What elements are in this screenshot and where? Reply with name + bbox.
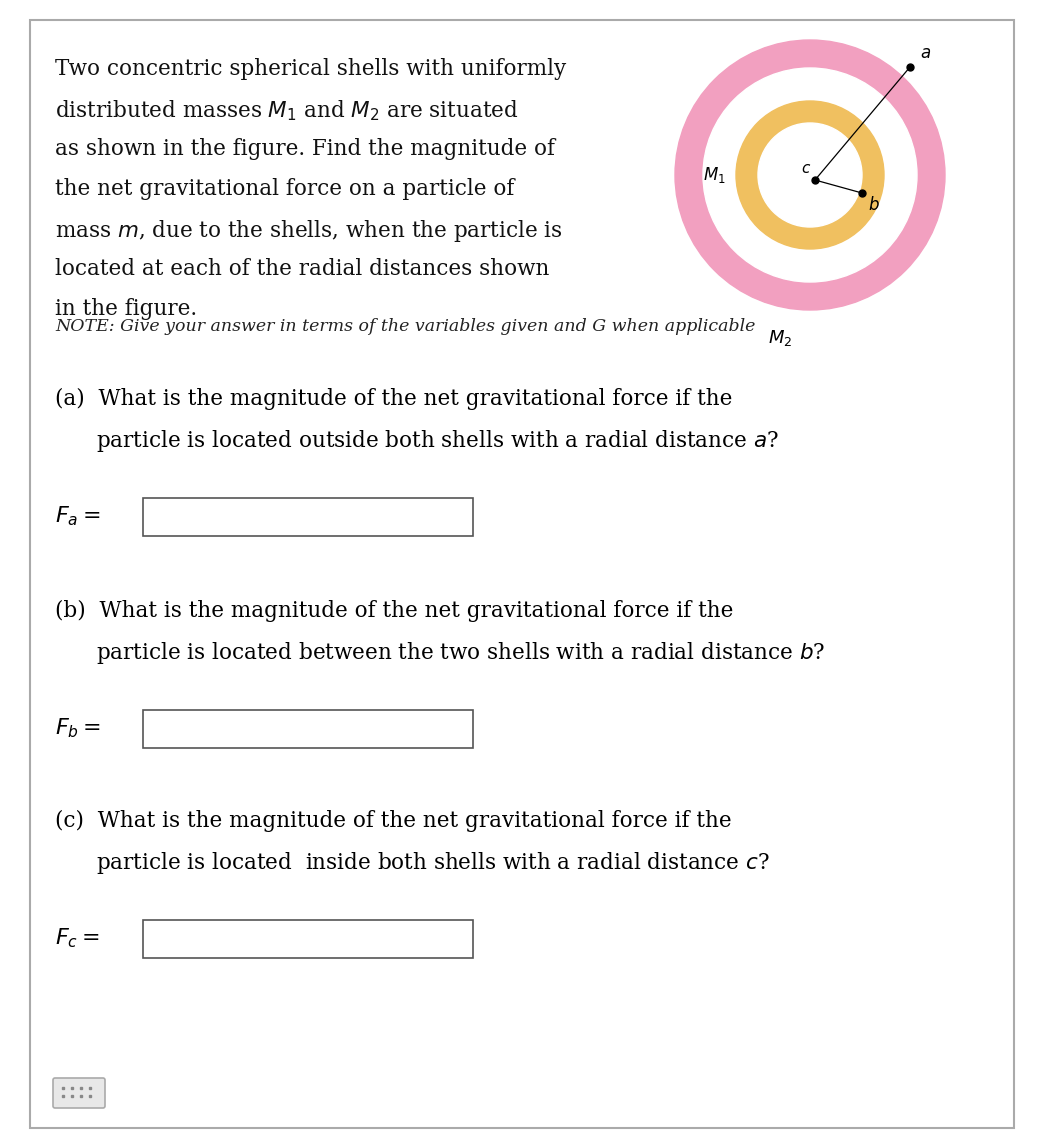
Circle shape [675, 40, 945, 310]
Text: $a$: $a$ [920, 45, 931, 62]
Text: located at each of the radial distances shown: located at each of the radial distances … [55, 258, 549, 280]
Text: Two concentric spherical shells with uniformly: Two concentric spherical shells with uni… [55, 58, 566, 80]
Text: $F_b =$: $F_b =$ [55, 717, 101, 740]
Text: $M_1$: $M_1$ [704, 165, 726, 185]
Text: $F_c =$: $F_c =$ [55, 926, 99, 950]
Text: (c)  What is the magnitude of the net gravitational force if the: (c) What is the magnitude of the net gra… [55, 810, 732, 832]
Bar [143, 920, 473, 958]
Text: NOTE: Give your answer in terms of the variables given and G when applicable: NOTE: Give your answer in terms of the v… [55, 318, 756, 335]
Text: $b$: $b$ [868, 195, 880, 214]
Text: $F_a =$: $F_a =$ [55, 504, 100, 528]
Text: particle is located  inside both shells with a radial distance $c$?: particle is located inside both shells w… [55, 850, 769, 876]
Bar [143, 710, 473, 748]
Text: as shown in the figure. Find the magnitude of: as shown in the figure. Find the magnitu… [55, 138, 555, 160]
Circle shape [703, 67, 917, 282]
Circle shape [736, 101, 884, 249]
Text: distributed masses $M_1$ and $M_2$ are situated: distributed masses $M_1$ and $M_2$ are s… [55, 98, 519, 122]
FancyBboxPatch shape [53, 1078, 105, 1108]
Bar [143, 498, 473, 536]
Text: particle is located between the two shells with a radial distance $b$?: particle is located between the two shel… [55, 640, 825, 666]
Circle shape [758, 123, 862, 227]
Text: $c$: $c$ [801, 162, 811, 176]
Text: mass $m$, due to the shells, when the particle is: mass $m$, due to the shells, when the pa… [55, 218, 563, 243]
Text: $M_2$: $M_2$ [767, 328, 792, 347]
Text: (b)  What is the magnitude of the net gravitational force if the: (b) What is the magnitude of the net gra… [55, 600, 733, 622]
Text: in the figure.: in the figure. [55, 298, 197, 320]
Text: the net gravitational force on a particle of: the net gravitational force on a particl… [55, 178, 515, 200]
Text: particle is located outside both shells with a radial distance $a$?: particle is located outside both shells … [55, 427, 779, 454]
Text: (a)  What is the magnitude of the net gravitational force if the: (a) What is the magnitude of the net gra… [55, 387, 733, 410]
